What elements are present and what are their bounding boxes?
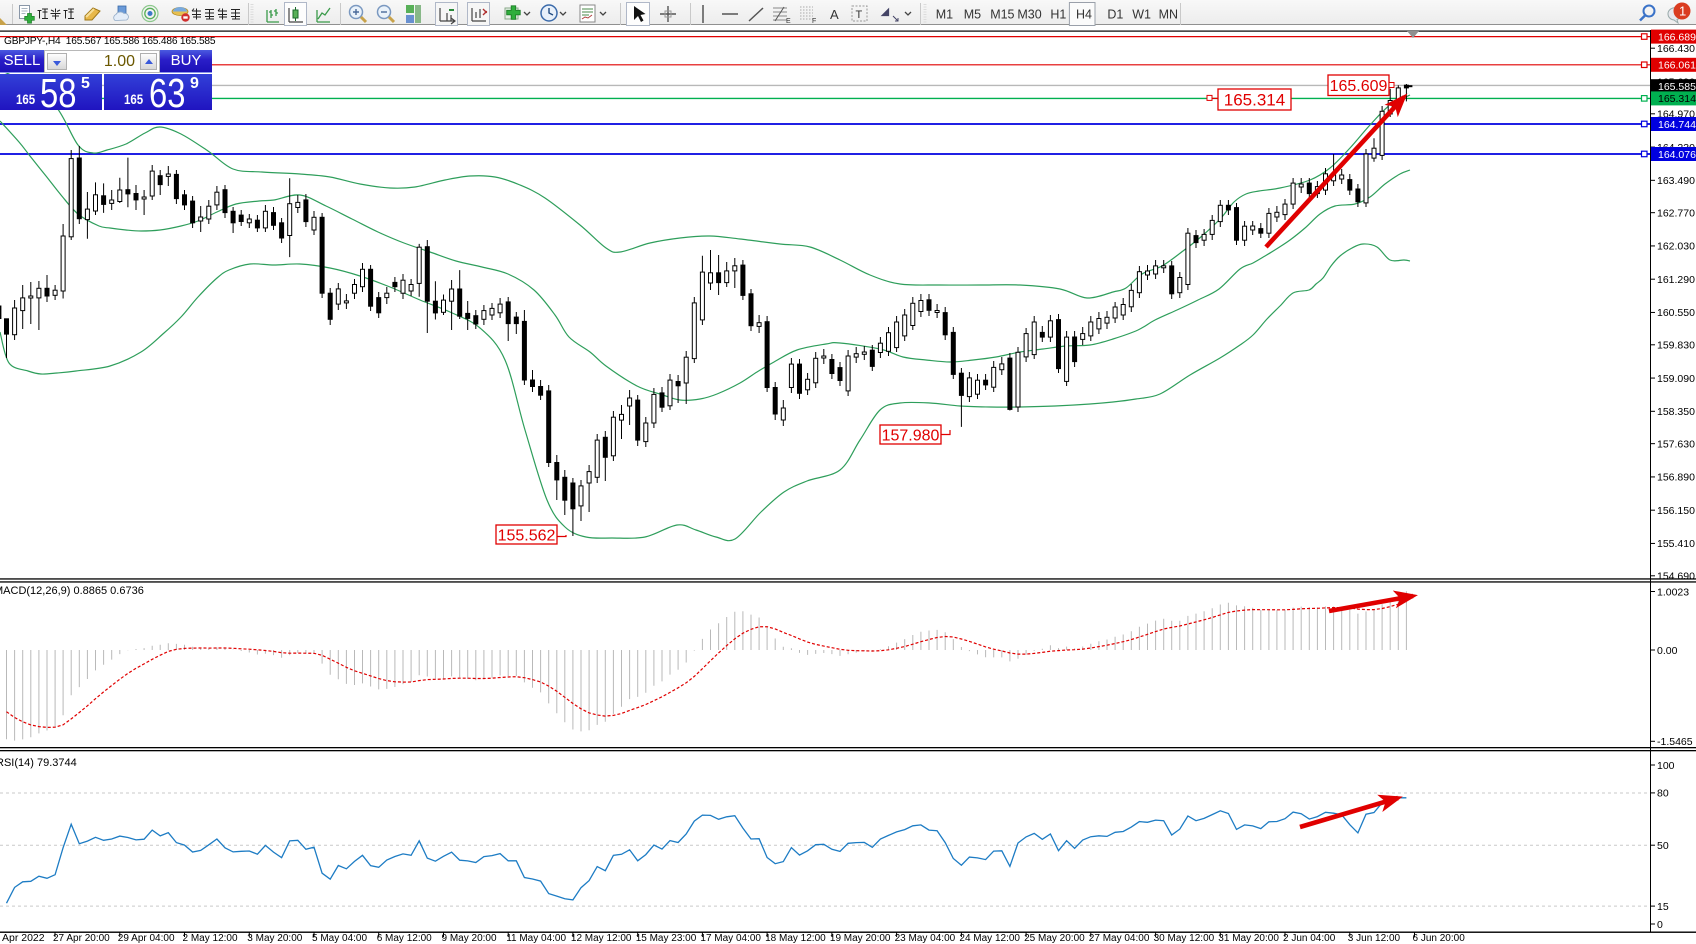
svg-text:2 May 12:00: 2 May 12:00: [183, 933, 238, 944]
svg-text:M1: M1: [936, 8, 953, 22]
svg-text:80: 80: [1657, 788, 1669, 800]
svg-text:6 May 12:00: 6 May 12:00: [377, 933, 432, 944]
svg-text:156.890: 156.890: [1657, 472, 1695, 484]
svg-text:159.830: 159.830: [1657, 340, 1695, 352]
svg-text:165.609: 165.609: [1330, 78, 1388, 95]
svg-text:11 May 04:00: 11 May 04:00: [506, 933, 566, 944]
svg-text:154.690: 154.690: [1657, 571, 1695, 583]
svg-text:27 May 04:00: 27 May 04:00: [1089, 933, 1150, 944]
svg-text:162.770: 162.770: [1657, 207, 1695, 219]
svg-text:M15: M15: [990, 8, 1014, 22]
svg-text:166.061: 166.061: [1658, 60, 1696, 72]
svg-text:165.314: 165.314: [1224, 91, 1285, 110]
svg-text:MACD(12,26,9) 0.8865 0.6736: MACD(12,26,9) 0.8865 0.6736: [0, 585, 144, 597]
svg-text:3 May 20:00: 3 May 20:00: [247, 933, 302, 944]
svg-text:T: T: [856, 9, 863, 21]
svg-text:12 May 12:00: 12 May 12:00: [571, 933, 632, 944]
svg-text:157.980: 157.980: [882, 427, 940, 444]
svg-text:162.030: 162.030: [1657, 241, 1695, 253]
svg-text:5 May 04:00: 5 May 04:00: [312, 933, 367, 944]
svg-text:25 May 20:00: 25 May 20:00: [1024, 933, 1085, 944]
svg-text:M30: M30: [1017, 8, 1041, 22]
svg-text:156.150: 156.150: [1657, 505, 1695, 517]
svg-text:E: E: [786, 18, 791, 25]
svg-text:165.314: 165.314: [1658, 93, 1696, 105]
svg-text:1.0023: 1.0023: [1657, 586, 1689, 598]
svg-text:W1: W1: [1132, 8, 1151, 22]
svg-text:30 May 12:00: 30 May 12:00: [1154, 933, 1215, 944]
svg-text:Apr 2022: Apr 2022: [2, 932, 45, 944]
svg-text:166.689: 166.689: [1658, 31, 1696, 43]
svg-text:M5: M5: [964, 8, 981, 22]
svg-text:2 Jun 04:00: 2 Jun 04:00: [1283, 933, 1336, 944]
svg-text:MN: MN: [1159, 8, 1178, 22]
svg-text:18 May 12:00: 18 May 12:00: [765, 933, 826, 944]
svg-text:165.585: 165.585: [1658, 81, 1696, 93]
svg-text:159.090: 159.090: [1657, 373, 1695, 385]
svg-text:H1: H1: [1050, 8, 1066, 22]
svg-text:H4: H4: [1076, 8, 1092, 22]
svg-text:1: 1: [1679, 4, 1686, 19]
svg-text:155.562: 155.562: [498, 527, 556, 544]
svg-text:A: A: [830, 7, 839, 22]
svg-text:15 May 23:00: 15 May 23:00: [636, 933, 697, 944]
svg-text:-1.5465: -1.5465: [1657, 736, 1693, 748]
svg-text:158.350: 158.350: [1657, 406, 1695, 418]
svg-text:0.00: 0.00: [1657, 645, 1678, 657]
svg-text:17 May 04:00: 17 May 04:00: [700, 933, 761, 944]
svg-text:161.290: 161.290: [1657, 274, 1695, 286]
svg-text:0: 0: [1657, 919, 1663, 931]
svg-text:164.744: 164.744: [1658, 119, 1696, 131]
svg-text:23 May 04:00: 23 May 04:00: [895, 933, 956, 944]
svg-text:100: 100: [1657, 760, 1675, 772]
svg-text:155.410: 155.410: [1657, 538, 1695, 550]
svg-text:157.630: 157.630: [1657, 438, 1695, 450]
svg-text:RSI(14) 79.3744: RSI(14) 79.3744: [0, 757, 77, 769]
svg-text:15: 15: [1657, 901, 1669, 913]
svg-text:19 May 20:00: 19 May 20:00: [830, 933, 891, 944]
svg-text:6 Jun 20:00: 6 Jun 20:00: [1413, 933, 1466, 944]
svg-text:164.076: 164.076: [1658, 149, 1696, 161]
svg-text:F: F: [812, 18, 816, 25]
svg-text:9 May 20:00: 9 May 20:00: [442, 933, 497, 944]
svg-text:27 Apr 20:00: 27 Apr 20:00: [53, 933, 110, 944]
svg-text:D1: D1: [1107, 8, 1123, 22]
svg-text:24 May 12:00: 24 May 12:00: [959, 933, 1020, 944]
svg-text:3 Jun 12:00: 3 Jun 12:00: [1348, 933, 1401, 944]
svg-text:29 Apr 04:00: 29 Apr 04:00: [118, 933, 175, 944]
svg-text:50: 50: [1657, 840, 1669, 852]
svg-text:163.490: 163.490: [1657, 175, 1695, 187]
svg-text:166.430: 166.430: [1657, 43, 1695, 55]
svg-text:160.550: 160.550: [1657, 307, 1695, 319]
svg-text:31 May 20:00: 31 May 20:00: [1218, 933, 1279, 944]
